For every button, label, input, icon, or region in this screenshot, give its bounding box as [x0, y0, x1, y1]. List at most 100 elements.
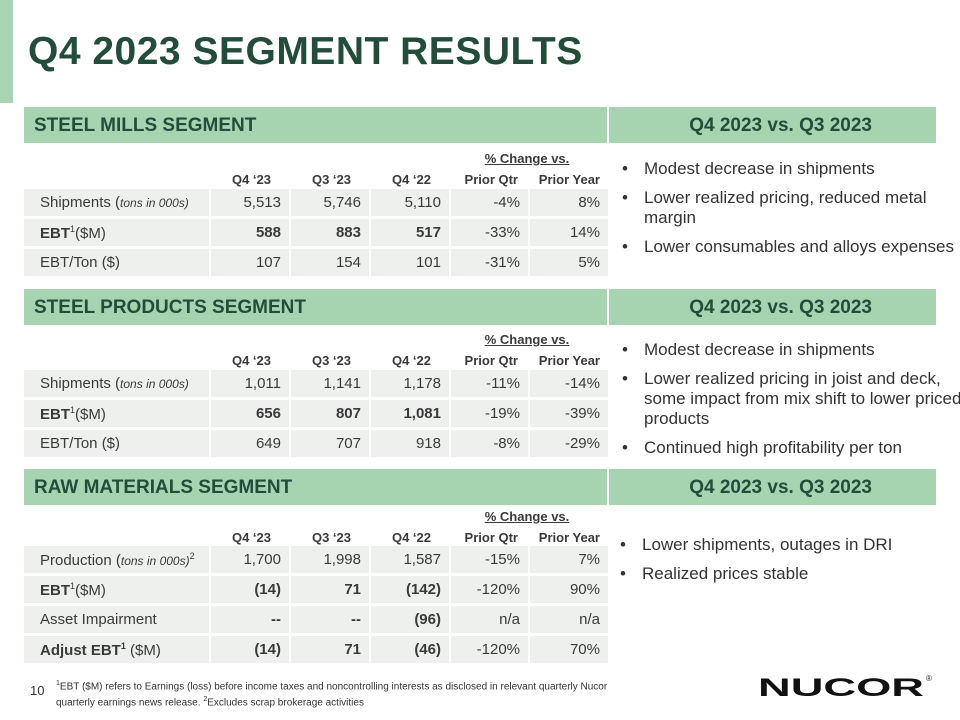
header-divider	[607, 107, 609, 143]
cell-prior-year: 8%	[530, 189, 608, 219]
row-label: Adjust EBT1 ($M)	[24, 636, 211, 666]
cell-q3-23: 707	[291, 430, 371, 460]
table-row: EBT1($M) (14) 71 (142) -120% 90%	[24, 576, 608, 606]
column-headers: Q4 ‘23 Q3 ‘23 Q4 ‘22 Prior Qtr Prior Yea…	[24, 172, 608, 192]
col-q4-23: Q4 ‘23	[231, 530, 271, 545]
cell-q4-22: 101	[371, 249, 451, 279]
row-label: EBT1($M)	[24, 219, 211, 249]
bullet-item: Lower realized pricing in joist and deck…	[622, 369, 960, 429]
col-q4-22: Q4 ‘22	[391, 172, 431, 187]
cell-prior-qtr: -33%	[451, 219, 530, 249]
col-q4-23: Q4 ‘23	[231, 172, 271, 187]
cell-prior-year: 90%	[530, 576, 608, 606]
cell-q3-23: --	[291, 606, 371, 636]
cell-prior-qtr: -120%	[451, 576, 530, 606]
cell-prior-year: n/a	[530, 606, 608, 636]
cell-q4-22: 918	[371, 430, 451, 460]
pct-change-header: % Change vs.	[484, 332, 570, 347]
cell-prior-year: 70%	[530, 636, 608, 666]
col-q4-22: Q4 ‘22	[391, 530, 431, 545]
cell-q4-23: 588	[211, 219, 291, 249]
table-row: Adjust EBT1 ($M) (14) 71 (46) -120% 70%	[24, 636, 608, 666]
cell-prior-year: 14%	[530, 219, 608, 249]
cell-q4-22: (96)	[371, 606, 451, 636]
cell-prior-year: 5%	[530, 249, 608, 279]
bullet-item: Lower realized pricing, reduced metal ma…	[622, 188, 960, 228]
cell-prior-year: -29%	[530, 430, 608, 460]
cell-q4-23: (14)	[211, 636, 291, 666]
row-label: EBT/Ton ($)	[24, 249, 211, 279]
cell-q3-23: 1,998	[291, 546, 371, 576]
col-q3-23: Q3 ‘23	[311, 353, 351, 368]
segment-title: STEEL PRODUCTS SEGMENT	[34, 297, 307, 318]
segment-comparison: Q4 2023 vs. Q3 2023	[689, 115, 872, 136]
row-label: Shipments (tons in 000s)	[24, 370, 211, 400]
logo-text: NUCOR	[758, 674, 924, 700]
cell-prior-year: -14%	[530, 370, 608, 400]
cell-q3-23: 1,141	[291, 370, 371, 400]
table-row: Shipments (tons in 000s) 1,011 1,141 1,1…	[24, 370, 608, 400]
bullet-item: Continued high profitability per ton	[622, 438, 960, 458]
col-prior-qtr: Prior Qtr	[464, 353, 518, 368]
col-prior-year: Prior Year	[538, 530, 600, 545]
segment-title: STEEL MILLS SEGMENT	[34, 115, 257, 136]
cell-prior-qtr: -19%	[451, 400, 530, 430]
cell-prior-year: 7%	[530, 546, 608, 576]
col-prior-year: Prior Year	[538, 353, 600, 368]
row-label: EBT/Ton ($)	[24, 430, 211, 460]
row-label: EBT1($M)	[24, 576, 211, 606]
cell-q4-22: 1,587	[371, 546, 451, 576]
pct-change-header: % Change vs.	[484, 509, 570, 524]
bullet-item: Realized prices stable	[620, 564, 960, 584]
cell-q4-22: (46)	[371, 636, 451, 666]
header-divider	[607, 289, 609, 325]
table-row: EBT/Ton ($) 649 707 918 -8% -29%	[24, 430, 608, 460]
cell-q4-22: 517	[371, 219, 451, 249]
bullet-item: Lower shipments, outages in DRI	[620, 535, 960, 555]
cell-q4-22: 1,081	[371, 400, 451, 430]
table-row: EBT/Ton ($) 107 154 101 -31% 5%	[24, 249, 608, 279]
pct-change-header: % Change vs.	[484, 151, 570, 166]
header-divider	[607, 469, 609, 505]
cell-q4-23: 649	[211, 430, 291, 460]
steel-products-header: STEEL PRODUCTS SEGMENT Q4 2023 vs. Q3 20…	[24, 289, 936, 325]
steel-products-table: Shipments (tons in 000s) 1,011 1,141 1,1…	[24, 370, 608, 460]
cell-q3-23: 883	[291, 219, 371, 249]
accent-bar	[0, 0, 13, 103]
cell-prior-year: -39%	[530, 400, 608, 430]
cell-q4-23: 1,700	[211, 546, 291, 576]
column-headers: Q4 ‘23 Q3 ‘23 Q4 ‘22 Prior Qtr Prior Yea…	[24, 353, 608, 373]
col-q4-23: Q4 ‘23	[231, 353, 271, 368]
row-label: Shipments (tons in 000s)	[24, 189, 211, 219]
segment-title: RAW MATERIALS SEGMENT	[34, 477, 293, 498]
cell-q4-22: (142)	[371, 576, 451, 606]
col-prior-qtr: Prior Qtr	[464, 530, 518, 545]
raw-materials-bullets: Lower shipments, outages in DRI Realized…	[616, 535, 960, 593]
cell-prior-qtr: -8%	[451, 430, 530, 460]
raw-materials-table: Production (tons in 000s)2 1,700 1,998 1…	[24, 546, 608, 666]
column-headers: Q4 ‘23 Q3 ‘23 Q4 ‘22 Prior Qtr Prior Yea…	[24, 530, 608, 550]
bullet-item: Lower consumables and alloys expenses	[622, 237, 960, 257]
cell-prior-qtr: -15%	[451, 546, 530, 576]
table-row: Production (tons in 000s)2 1,700 1,998 1…	[24, 546, 608, 576]
raw-materials-header: RAW MATERIALS SEGMENT Q4 2023 vs. Q3 202…	[24, 469, 936, 505]
cell-prior-qtr: -11%	[451, 370, 530, 400]
col-q3-23: Q3 ‘23	[311, 172, 351, 187]
bullet-item: Modest decrease in shipments	[622, 159, 960, 179]
cell-q3-23: 807	[291, 400, 371, 430]
registered-mark: ®	[926, 674, 932, 683]
steel-mills-header: STEEL MILLS SEGMENT Q4 2023 vs. Q3 2023	[24, 107, 936, 143]
cell-q4-22: 1,178	[371, 370, 451, 400]
segment-comparison: Q4 2023 vs. Q3 2023	[689, 297, 872, 318]
row-label: Asset Impairment	[24, 606, 211, 636]
cell-q3-23: 154	[291, 249, 371, 279]
steel-mills-bullets: Modest decrease in shipments Lower reali…	[618, 159, 960, 266]
col-q4-22: Q4 ‘22	[391, 353, 431, 368]
cell-q4-23: 5,513	[211, 189, 291, 219]
row-label: EBT1($M)	[24, 400, 211, 430]
footnote: 1EBT ($M) refers to Earnings (loss) befo…	[56, 680, 608, 709]
cell-q4-23: --	[211, 606, 291, 636]
row-label: Production (tons in 000s)2	[24, 546, 211, 576]
cell-prior-qtr: -120%	[451, 636, 530, 666]
cell-q4-23: (14)	[211, 576, 291, 606]
